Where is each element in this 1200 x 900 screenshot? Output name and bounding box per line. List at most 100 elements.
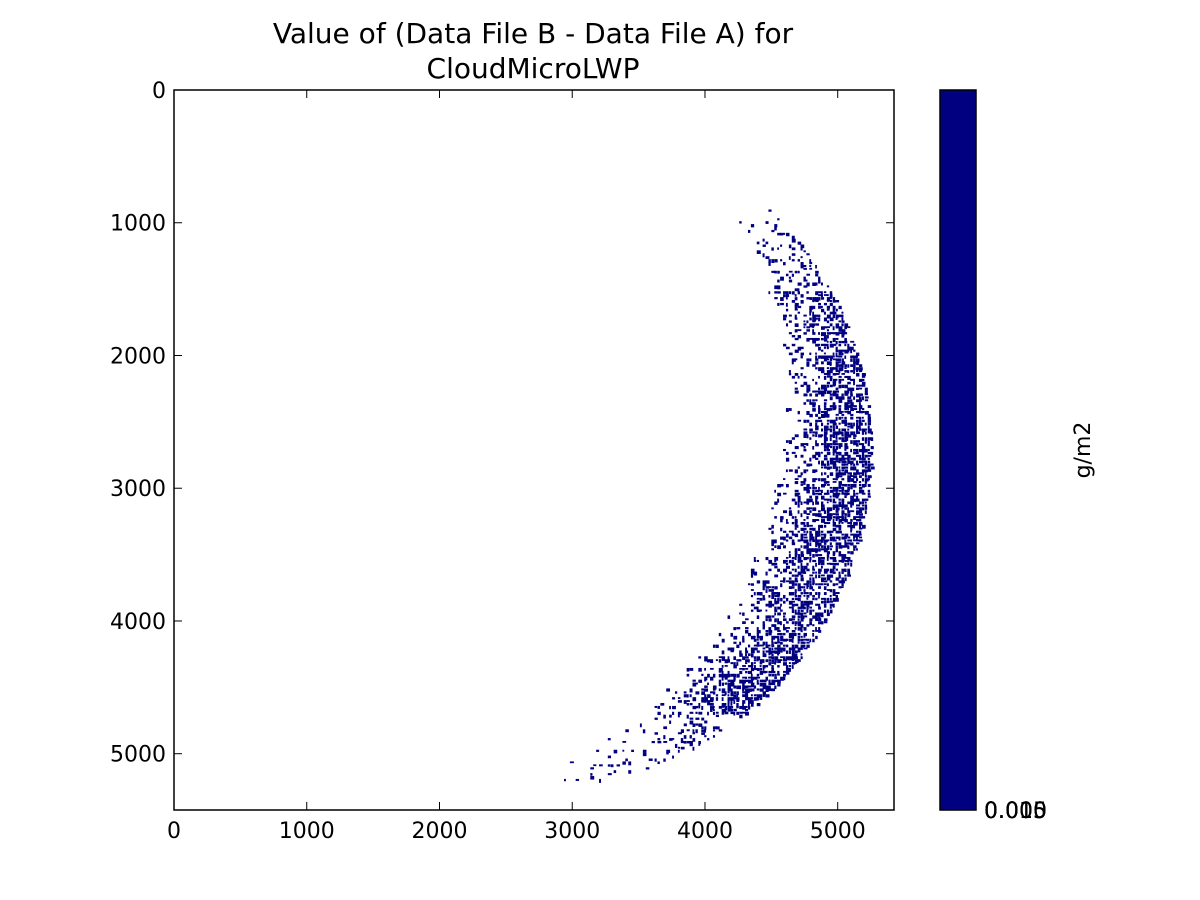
data-cell <box>856 542 860 545</box>
data-cell <box>856 504 861 507</box>
data-cell <box>689 667 694 671</box>
data-cell <box>803 521 806 525</box>
data-cell <box>800 373 803 377</box>
data-cell <box>818 594 820 599</box>
data-cell <box>797 571 802 576</box>
data-cell <box>707 700 711 705</box>
data-cell <box>791 638 794 643</box>
data-cell <box>803 592 807 595</box>
data-cell <box>710 676 714 681</box>
data-cell <box>856 384 861 387</box>
data-cell <box>762 659 765 663</box>
data-cell <box>847 410 852 415</box>
data-cell <box>800 568 805 572</box>
data-cell <box>745 688 749 693</box>
data-cell <box>853 396 856 400</box>
data-cell <box>677 700 682 703</box>
data-cell <box>797 410 800 415</box>
data-cell <box>794 609 797 613</box>
data-cell <box>838 320 842 323</box>
data-cell <box>774 594 778 597</box>
data-cell <box>788 440 792 445</box>
data-cell <box>750 589 754 591</box>
data-cell <box>718 679 722 684</box>
data-cell <box>823 510 827 514</box>
data-cell <box>783 317 787 321</box>
data-cell <box>783 314 787 318</box>
data-cell <box>806 624 810 627</box>
data-cell <box>745 691 749 695</box>
data-cell <box>867 478 870 481</box>
data-cell <box>704 726 707 730</box>
data-cell <box>858 475 862 478</box>
data-cell <box>733 697 738 700</box>
data-cell <box>867 448 870 451</box>
data-cell <box>803 641 806 644</box>
data-cell <box>797 530 800 533</box>
data-cell <box>756 250 761 254</box>
data-cell <box>838 422 841 425</box>
data-cell <box>695 682 698 685</box>
data-cell <box>858 472 863 475</box>
data-cell <box>841 378 845 381</box>
data-cell <box>797 475 802 478</box>
data-cell <box>710 705 715 710</box>
data-cell <box>853 355 858 359</box>
data-cell <box>768 586 771 589</box>
data-cell <box>800 600 804 604</box>
data-cell <box>745 711 749 716</box>
data-cell <box>689 694 692 698</box>
data-cell <box>745 697 749 701</box>
data-cell <box>750 621 754 624</box>
data-cell <box>800 264 804 269</box>
data-cell <box>771 524 774 529</box>
data-cell <box>704 659 709 662</box>
data-cell <box>797 554 801 558</box>
data-cell <box>742 694 746 698</box>
data-cell <box>774 559 777 563</box>
data-cell <box>826 530 831 534</box>
data-cell <box>829 343 834 348</box>
data-cell <box>607 755 611 759</box>
data-cell <box>791 600 795 603</box>
data-cell <box>826 373 831 376</box>
data-cell <box>800 577 804 582</box>
data-cell <box>835 568 839 571</box>
data-cell <box>812 589 815 592</box>
data-cell <box>599 778 602 783</box>
data-cell <box>803 446 806 449</box>
data-cell <box>806 556 809 560</box>
data-cell <box>850 408 855 412</box>
data-cell <box>841 486 845 491</box>
data-cell <box>856 361 859 366</box>
data-cell <box>745 659 749 663</box>
data-cell <box>847 399 851 403</box>
data-cell <box>663 740 668 743</box>
data-cell <box>791 618 795 621</box>
data-cell <box>762 594 765 599</box>
data-cell <box>745 656 749 659</box>
data-cell <box>806 516 809 520</box>
data-cell <box>759 662 763 665</box>
data-cell <box>867 443 870 447</box>
data-cell <box>812 300 815 303</box>
data-cell <box>607 738 611 741</box>
data-cell <box>850 466 854 471</box>
data-cell <box>724 682 728 685</box>
data-cell <box>768 603 772 608</box>
data-cell <box>797 311 801 314</box>
data-cell <box>797 583 801 587</box>
data-cell <box>815 419 819 423</box>
data-cell <box>847 483 850 487</box>
data-cell <box>750 224 755 228</box>
data-cell <box>818 291 822 294</box>
data-cell <box>815 536 818 541</box>
data-cell <box>800 554 805 558</box>
data-cell <box>791 437 795 440</box>
data-cell <box>677 746 681 749</box>
data-cell <box>777 600 780 604</box>
data-cell <box>809 317 812 321</box>
y-tick-label: 2000 <box>110 344 166 369</box>
data-cell <box>657 711 661 716</box>
data-cell <box>747 705 751 710</box>
